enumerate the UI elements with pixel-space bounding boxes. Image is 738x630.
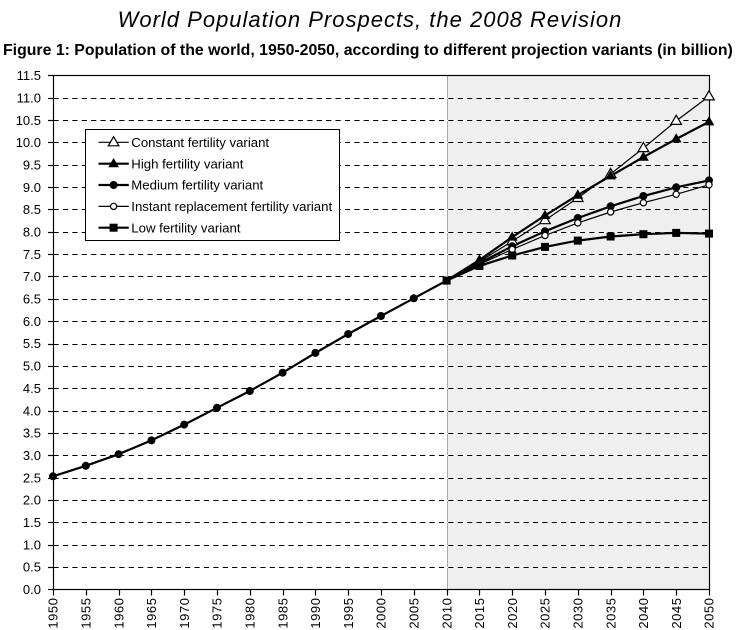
svg-text:1970: 1970 [177,598,192,629]
svg-text:2025: 2025 [538,598,553,629]
svg-text:1960: 1960 [111,598,126,629]
svg-text:7.0: 7.0 [23,269,41,284]
svg-text:8.5: 8.5 [23,202,41,217]
svg-text:1.0: 1.0 [23,537,41,552]
svg-text:1950: 1950 [46,598,61,629]
svg-text:6.0: 6.0 [23,314,41,329]
svg-text:2015: 2015 [472,598,487,629]
svg-text:11.5: 11.5 [17,68,41,83]
svg-text:4.5: 4.5 [23,381,41,396]
svg-text:2030: 2030 [571,598,586,629]
svg-text:9.5: 9.5 [23,157,41,172]
svg-text:11.0: 11.0 [17,90,41,105]
svg-text:7.5: 7.5 [23,247,41,262]
svg-text:Instant replacement fertility: Instant replacement fertility variant [131,199,332,214]
svg-text:World Population Prospects, th: World Population Prospects, the 2008 Rev… [118,7,623,32]
svg-text:2040: 2040 [636,598,651,629]
svg-text:3.0: 3.0 [23,448,41,463]
svg-text:4.0: 4.0 [23,403,41,418]
svg-text:10.5: 10.5 [16,113,41,128]
svg-text:2.5: 2.5 [23,470,41,485]
svg-text:Figure 1: Population of the wo: Figure 1: Population of the world, 1950-… [3,42,733,59]
svg-text:Medium fertility variant: Medium fertility variant [131,178,263,193]
svg-text:2005: 2005 [407,598,422,629]
svg-text:2.0: 2.0 [23,493,41,508]
svg-text:2045: 2045 [669,598,684,629]
svg-text:1955: 1955 [79,598,94,629]
svg-text:1965: 1965 [144,598,159,629]
svg-text:1.5: 1.5 [23,515,41,530]
svg-text:8.0: 8.0 [23,225,41,240]
svg-text:1985: 1985 [275,598,290,629]
svg-text:1975: 1975 [210,598,225,629]
svg-text:1990: 1990 [308,598,323,629]
svg-text:3.5: 3.5 [23,426,41,441]
svg-text:1980: 1980 [243,598,258,629]
svg-text:0.0: 0.0 [23,582,41,597]
svg-text:2035: 2035 [603,598,618,629]
svg-text:Constant fertility variant: Constant fertility variant [131,135,269,150]
svg-text:9.0: 9.0 [23,180,41,195]
svg-text:2020: 2020 [505,598,520,629]
svg-text:2010: 2010 [439,598,454,629]
svg-text:5.0: 5.0 [23,359,41,374]
svg-text:10.0: 10.0 [16,135,41,150]
svg-text:1995: 1995 [341,598,356,629]
svg-text:5.5: 5.5 [23,336,41,351]
svg-text:High fertility variant: High fertility variant [131,156,243,171]
svg-text:Low fertility variant: Low fertility variant [131,220,241,235]
svg-text:0.5: 0.5 [23,560,41,575]
svg-text:2000: 2000 [374,598,389,629]
svg-text:2050: 2050 [702,598,717,629]
svg-text:6.5: 6.5 [23,292,41,307]
